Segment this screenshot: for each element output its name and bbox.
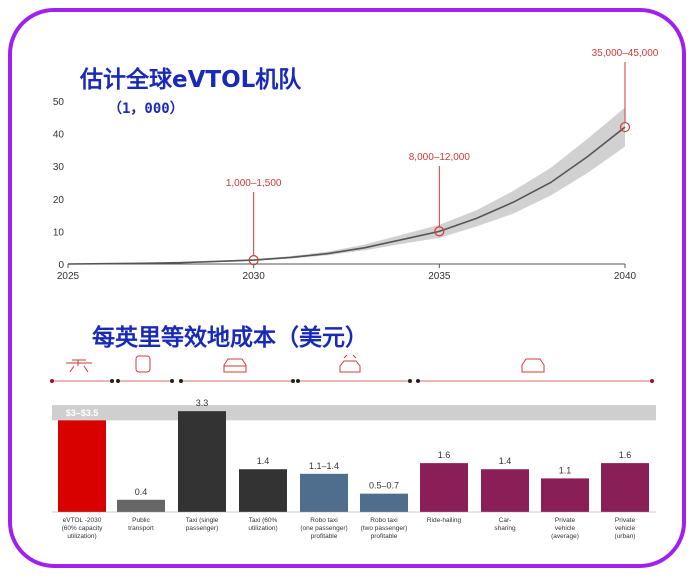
category-label: transport	[128, 525, 154, 532]
evtol-cost-band	[52, 405, 656, 421]
category-label: passenger)	[186, 525, 219, 532]
bar-value-label: 1.1–1.4	[309, 461, 339, 471]
mode-dot	[650, 379, 654, 383]
category-label: Taxi (single	[186, 517, 219, 524]
annotation-label: 8,000–12,000	[409, 152, 471, 163]
drone-icon	[66, 359, 92, 373]
category-label: Public	[132, 517, 150, 524]
annotation-marker	[434, 226, 445, 237]
mode-dot	[296, 379, 300, 383]
uncertainty-band	[68, 107, 625, 265]
mode-dot	[416, 379, 420, 383]
mode-icon-row	[50, 354, 654, 383]
category-label: Robo taxi	[310, 517, 337, 524]
y-tick-label: 10	[53, 227, 65, 238]
cost-bar	[178, 411, 226, 512]
cost-chart-title: 每英里等效地成本（美元）	[92, 325, 368, 351]
x-tick-label: 2030	[243, 271, 266, 282]
cost-bar	[300, 473, 348, 512]
cost-bar	[58, 420, 106, 512]
bar-value-label: 3.3	[196, 398, 209, 408]
category-label: vehicle	[555, 525, 576, 532]
bar-value-label: 1.4	[499, 456, 512, 466]
annotation-label: 1,000–1,500	[226, 178, 282, 189]
category-label: profitable	[371, 533, 398, 540]
car-icon	[223, 358, 247, 373]
fleet-line-chart: 2025 2030 2035 2040010203040501,000–1,5008,…	[53, 48, 659, 282]
cost-bar	[481, 469, 529, 512]
annotation-marker	[248, 254, 259, 266]
category-label: sharing	[494, 525, 516, 532]
y-tick-label: 20	[53, 195, 65, 206]
bar-value-label: 1.6	[438, 450, 451, 460]
y-tick-label: 50	[53, 97, 65, 108]
cost-bar	[360, 493, 408, 512]
bar-value-label: 1.6	[619, 450, 632, 460]
annotation-label: 35,000–45,000	[592, 48, 659, 59]
category-label: Ride-hailing	[427, 517, 462, 524]
fleet-series-line	[67, 126, 626, 265]
category-label: Robo taxi	[370, 517, 397, 524]
bar-value-label: 1.4	[257, 456, 270, 466]
mode-dot	[170, 379, 174, 383]
category-label: Private	[555, 517, 576, 524]
mode-dot	[110, 379, 114, 383]
category-label: (one passenger)	[300, 525, 347, 532]
mode-dot	[50, 379, 54, 383]
bar-value-label: $3–$3.5	[66, 408, 99, 418]
x-tick-label: 2040	[614, 271, 637, 282]
category-label: Car-	[499, 517, 512, 524]
bar-value-label: 1.1	[559, 465, 572, 475]
bus-icon	[135, 355, 151, 373]
category-label: vehicle	[615, 525, 636, 532]
cost-bar	[541, 478, 589, 512]
y-tick-label: 0	[58, 260, 64, 271]
x-tick-label: 2035	[428, 271, 451, 282]
mode-dot	[116, 379, 120, 383]
cost-bar	[601, 463, 649, 512]
fleet-chart-title: 估计全球eVTOL机队	[80, 67, 302, 93]
category-label: eVTOL -2030	[63, 517, 102, 524]
cost-bar	[117, 499, 165, 512]
bar-value-label: 0.4	[135, 487, 148, 497]
category-label: (urban)	[615, 533, 636, 540]
mode-dot	[408, 379, 412, 383]
category-label: utilization)	[248, 525, 277, 532]
x-tick-label: 2025	[57, 271, 80, 282]
category-label: profitable	[311, 533, 338, 540]
y-tick-label: 40	[53, 130, 65, 141]
category-label: utilization)	[67, 533, 96, 540]
y-tick-label: 30	[53, 162, 65, 173]
category-label: Taxi (60%	[249, 517, 278, 524]
cost-bar	[239, 469, 287, 512]
category-label: (60% capacity	[62, 525, 104, 532]
annotation-marker	[619, 121, 631, 133]
fleet-chart-unit: （1，000）	[108, 101, 184, 117]
mode-dot	[291, 379, 295, 383]
category-label: (two passenger)	[361, 525, 408, 532]
ride-car-icon	[521, 358, 545, 373]
mode-dot	[179, 379, 183, 383]
robotaxi-icon	[339, 354, 361, 373]
cost-bar	[420, 463, 468, 512]
bar-value-label: 0.5–0.7	[369, 481, 399, 491]
category-label: Private	[615, 517, 636, 524]
category-label: (average)	[551, 533, 579, 540]
